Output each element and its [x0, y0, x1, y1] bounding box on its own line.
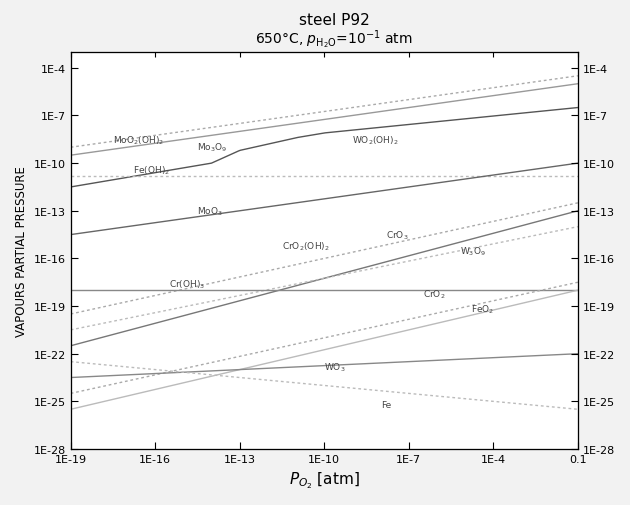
X-axis label: $P_{O_2}$ [atm]: $P_{O_2}$ [atm] — [289, 470, 360, 490]
Text: steel P92: steel P92 — [299, 13, 369, 28]
Text: Fe(OH)$_2$: Fe(OH)$_2$ — [133, 164, 169, 176]
Text: WO$_2$(OH)$_2$: WO$_2$(OH)$_2$ — [352, 134, 399, 146]
Text: CrO$_2$: CrO$_2$ — [423, 287, 445, 300]
Text: Cr(OH)$_3$: Cr(OH)$_3$ — [169, 278, 206, 290]
Text: Fe: Fe — [381, 400, 391, 409]
Text: Mo$_3$O$_9$: Mo$_3$O$_9$ — [197, 142, 228, 154]
Y-axis label: VAPOURS PARTIAL PRESSURE: VAPOURS PARTIAL PRESSURE — [15, 166, 28, 336]
Text: CrO$_2$(OH)$_2$: CrO$_2$(OH)$_2$ — [282, 240, 329, 252]
Text: FeO$_2$: FeO$_2$ — [471, 304, 494, 316]
Text: W$_3$O$_9$: W$_3$O$_9$ — [459, 245, 486, 257]
Text: WO$_3$: WO$_3$ — [324, 361, 346, 373]
Text: MoO$_2$(OH)$_2$: MoO$_2$(OH)$_2$ — [113, 134, 164, 146]
Text: MoO$_3$: MoO$_3$ — [197, 205, 224, 218]
Text: CrO$_3$: CrO$_3$ — [386, 229, 409, 241]
Text: 650°C, $p_{\mathrm{H_2O}}$=10$^{-1}$ atm: 650°C, $p_{\mathrm{H_2O}}$=10$^{-1}$ atm — [255, 28, 413, 50]
